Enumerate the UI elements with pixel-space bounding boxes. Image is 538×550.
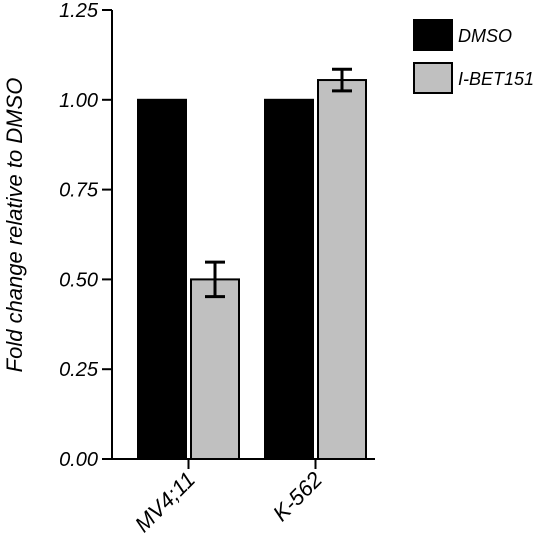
legend: DMSO I-BET151 bbox=[413, 19, 534, 94]
y-tick-label: 0.50 bbox=[59, 269, 98, 291]
bar-dmso-0 bbox=[137, 98, 187, 461]
y-tick-label: 1.25 bbox=[59, 0, 99, 22]
legend-label-1: I-BET151 bbox=[458, 69, 534, 89]
y-axis-label: Fold change relative to DMSO bbox=[2, 78, 27, 373]
legend-swatch-0 bbox=[413, 19, 453, 51]
plot-area: 0.00 0.25 0.50 0.75 1.00 1.25 MV4;11 K-562 bbox=[59, 0, 375, 537]
bar-ibet151-1 bbox=[317, 79, 367, 460]
bar-ibet151-0 bbox=[190, 278, 240, 460]
y-tick-label: 0.00 bbox=[59, 449, 98, 471]
y-tick-label: 0.75 bbox=[59, 180, 99, 202]
y-tick-label: 0.25 bbox=[59, 359, 99, 381]
bar-dmso-1 bbox=[264, 98, 314, 461]
legend-label-0: DMSO bbox=[458, 26, 512, 46]
x-tick-label-1: K-562 bbox=[268, 467, 327, 526]
x-tick-label-0: MV4;11 bbox=[130, 467, 200, 537]
legend-swatch-1 bbox=[413, 62, 453, 94]
y-tick-label: 1.00 bbox=[59, 90, 98, 112]
